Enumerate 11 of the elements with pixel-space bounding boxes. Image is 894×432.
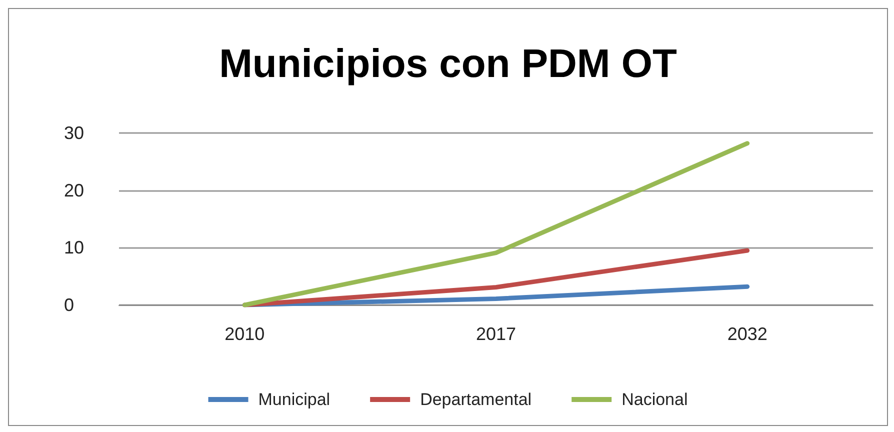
- x-tick-label: 2017: [476, 324, 516, 344]
- chart-title: Municipios con PDM OT: [219, 42, 677, 86]
- x-tick-label: 2010: [224, 324, 265, 344]
- y-tick-label: 20: [64, 180, 84, 200]
- y-tick-label: 0: [64, 295, 74, 315]
- y-tick-label: 30: [64, 123, 84, 143]
- legend-label: Nacional: [622, 390, 688, 409]
- legend-label: Municipal: [258, 390, 330, 409]
- legend-label: Departamental: [420, 390, 532, 409]
- y-tick-label: 10: [64, 238, 84, 258]
- x-tick-label: 2032: [727, 324, 768, 344]
